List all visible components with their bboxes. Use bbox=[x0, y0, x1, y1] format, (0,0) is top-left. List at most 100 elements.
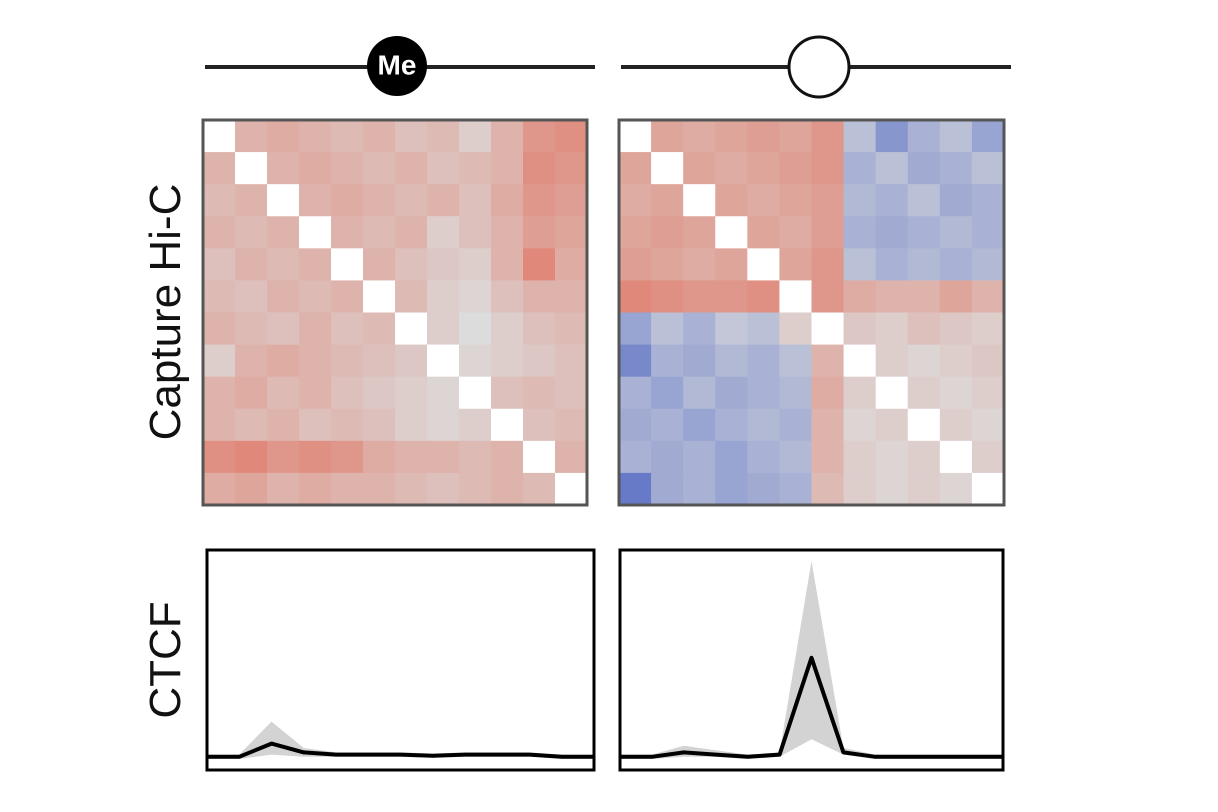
heatmap-cell bbox=[811, 216, 845, 249]
heatmap-cell bbox=[235, 312, 268, 346]
heatmap-cell bbox=[907, 216, 941, 249]
heatmap-cell bbox=[619, 280, 652, 313]
heatmap-cell bbox=[395, 184, 428, 217]
heatmap-cell bbox=[875, 248, 909, 281]
heatmap-cell bbox=[555, 376, 588, 410]
heatmap-cell bbox=[939, 472, 973, 506]
heatmap-cell bbox=[971, 152, 1005, 185]
heatmap-cell bbox=[907, 248, 941, 281]
heatmap-cell bbox=[715, 376, 748, 410]
heatmap-cell bbox=[971, 120, 1005, 153]
heatmap-cell bbox=[555, 184, 588, 217]
heatmap-cell bbox=[843, 312, 877, 346]
heatmap-cell bbox=[491, 344, 524, 378]
heatmap-cell bbox=[395, 248, 428, 281]
heatmap-cell bbox=[907, 408, 941, 442]
heatmap-cell bbox=[459, 440, 492, 474]
heatmap-cell bbox=[747, 280, 780, 313]
heatmap-cell bbox=[619, 152, 652, 185]
heatmap-cell bbox=[427, 216, 460, 249]
heatmap-cell bbox=[811, 120, 845, 153]
heatmap-cell bbox=[907, 344, 941, 378]
heatmap-cell bbox=[811, 280, 845, 313]
heatmap-cell bbox=[523, 152, 556, 185]
heatmap-cell bbox=[395, 472, 428, 506]
heatmap-cell bbox=[491, 312, 524, 346]
me-label: Me bbox=[378, 49, 417, 80]
heatmap-cell bbox=[971, 184, 1005, 217]
heatmap-cell bbox=[523, 472, 556, 506]
heatmap-cell bbox=[683, 312, 716, 346]
heatmap-cell bbox=[267, 408, 300, 442]
heatmap-cell bbox=[651, 440, 684, 474]
heatmap-cell bbox=[331, 440, 364, 474]
heatmap-cell bbox=[779, 280, 812, 313]
heatmap-cell bbox=[779, 344, 812, 378]
heatmap-cell bbox=[299, 344, 332, 378]
heatmap-cell bbox=[427, 120, 460, 153]
heatmap-cell bbox=[459, 472, 492, 506]
heatmap-cell bbox=[523, 248, 556, 281]
heatmap-cell bbox=[235, 280, 268, 313]
heatmap-cell bbox=[875, 120, 909, 153]
heatmap-frame bbox=[617, 118, 1006, 507]
heatmap-cell bbox=[555, 344, 588, 378]
heatmap-cell bbox=[299, 248, 332, 281]
heatmap-cell bbox=[363, 152, 396, 185]
heatmap-cell bbox=[811, 312, 845, 346]
unmethyl-circle bbox=[787, 35, 851, 99]
heatmap-cell bbox=[779, 120, 812, 153]
heatmap-cell bbox=[491, 280, 524, 313]
heatmap-cell bbox=[331, 408, 364, 442]
heatmap-cell bbox=[203, 184, 236, 217]
heatmap-cell bbox=[267, 280, 300, 313]
heatmap-cell bbox=[267, 216, 300, 249]
heatmap-cell bbox=[843, 152, 877, 185]
heatmap-cell bbox=[747, 344, 780, 378]
heatmap-cell bbox=[651, 472, 684, 506]
heatmap-cell bbox=[747, 440, 780, 474]
heatmap-cell bbox=[907, 280, 941, 313]
heatmap-cell bbox=[235, 248, 268, 281]
heatmap-cell bbox=[619, 216, 652, 249]
heatmap-cell bbox=[523, 440, 556, 474]
heatmap-cell bbox=[363, 344, 396, 378]
heatmap-cell bbox=[299, 280, 332, 313]
heatmap-cell bbox=[683, 216, 716, 249]
heatmap-cell bbox=[363, 408, 396, 442]
heatmap-cell bbox=[203, 312, 236, 346]
heatmap-cell bbox=[683, 152, 716, 185]
heatmap-cell bbox=[875, 376, 909, 410]
heatmap-cell bbox=[555, 152, 588, 185]
heatmap-cell bbox=[395, 120, 428, 153]
heatmap-cell bbox=[331, 152, 364, 185]
heatmap-cell bbox=[395, 216, 428, 249]
heatmap-cell bbox=[747, 376, 780, 410]
plot-frame bbox=[618, 548, 1005, 772]
heatmap-cell bbox=[299, 152, 332, 185]
heatmap-cell bbox=[395, 280, 428, 313]
heatmap-cell bbox=[875, 216, 909, 249]
heatmap-cell bbox=[939, 312, 973, 346]
mean-line bbox=[620, 655, 1003, 759]
heatmap-cell bbox=[459, 248, 492, 281]
heatmap-cell bbox=[427, 376, 460, 410]
heatmap-cell bbox=[907, 152, 941, 185]
heatmap-cell bbox=[299, 312, 332, 346]
heatmap-cell bbox=[779, 440, 812, 474]
heatmap-cell bbox=[331, 120, 364, 153]
heatmap-cell bbox=[235, 216, 268, 249]
heatmap-cell bbox=[203, 472, 236, 506]
heatmap-cell bbox=[363, 312, 396, 346]
ctcf-label: CTCF bbox=[141, 601, 190, 718]
heatmap-cell bbox=[907, 440, 941, 474]
plots bbox=[201, 118, 1006, 772]
heatmap-cell bbox=[715, 472, 748, 506]
heatmap-cell bbox=[651, 120, 684, 153]
heatmap-cell bbox=[811, 472, 845, 506]
heatmap-cell bbox=[619, 248, 652, 281]
heatmap-cell bbox=[331, 280, 364, 313]
heatmap-cell bbox=[619, 376, 652, 410]
heatmap-cell bbox=[715, 280, 748, 313]
